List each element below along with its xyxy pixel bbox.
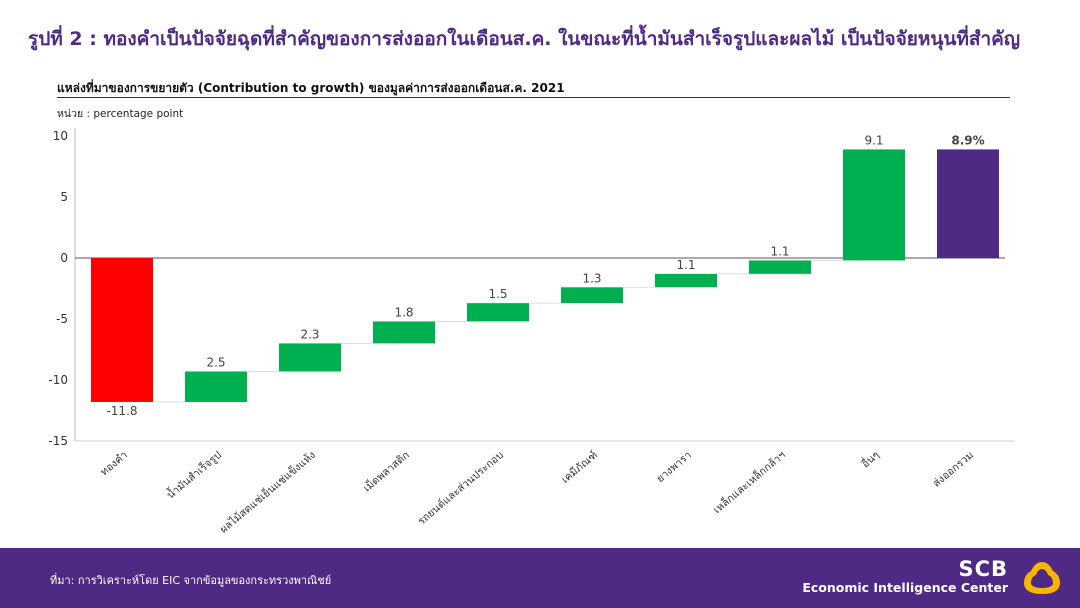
category-label: ส่งออกรวม xyxy=(931,449,976,490)
connectors xyxy=(153,259,843,403)
value-label: 1.8 xyxy=(394,305,413,319)
bar xyxy=(91,258,153,402)
category-label: เม็ดพลาสติก xyxy=(360,448,412,495)
figure-title: รูปที่ 2 : ทองคำเป็นปัจจัยฉุดที่สำคัญของ… xyxy=(28,28,1021,50)
bar xyxy=(279,343,341,372)
y-tick-label: 5 xyxy=(60,190,68,204)
value-label: 1.1 xyxy=(676,258,695,272)
category-label: เคมีภัณฑ์ xyxy=(559,448,600,486)
source-note: ที่มา: การวิเคราะห์โดย EIC จากข้อมูลของก… xyxy=(50,574,332,587)
y-tick-label: 10 xyxy=(53,129,68,143)
category-label: รถยนต์และส่วนประกอบ xyxy=(415,448,506,527)
bar xyxy=(937,149,999,258)
chart-title: แหล่งที่มาของการขยายตัว (Contribution to… xyxy=(57,81,565,95)
category-label: อื่นๆ xyxy=(858,448,882,471)
bars xyxy=(91,149,999,402)
category-label: เหล็กและเหล็กกล้าฯ xyxy=(710,448,788,517)
category-label: น้ำมันสำเร็จรูป xyxy=(163,447,224,501)
category-label: ทองคำ xyxy=(98,449,130,478)
value-label: 2.3 xyxy=(300,327,319,341)
category-label: ผลไม้สดแช่เย็นแช่แข็งแห้ง xyxy=(217,448,318,536)
title-rule xyxy=(57,97,1010,98)
scb-logo-icon xyxy=(1024,562,1060,594)
bar xyxy=(561,287,623,304)
value-labels: -11.8 2.5 2.3 1.8 1.5 1.3 1.1 1.1 9.1 8.9% xyxy=(106,133,984,418)
waterfall-chart: 10 5 0 -5 -10 -15 -11.8 2.5 2.3 1.8 1.5 1.3 1.1 1.1 9… xyxy=(48,128,1015,536)
y-tick-label: 0 xyxy=(60,251,68,265)
category-labels: ทองคำ น้ำมันสำเร็จรูปผลไม้สดแช่เย็นแช่แข็… xyxy=(98,447,976,535)
y-tick-label: -10 xyxy=(48,373,68,387)
brand-name: SCB xyxy=(958,557,1008,581)
value-label: 1.5 xyxy=(488,287,507,301)
bar xyxy=(185,371,247,402)
brand-sub: Economic Intelligence Center xyxy=(802,580,1008,595)
brand: SCB Economic Intelligence Center xyxy=(802,558,1008,595)
value-label: 2.5 xyxy=(206,355,225,369)
value-label: 1.1 xyxy=(770,244,789,258)
bar xyxy=(373,321,435,344)
footer-bar: ที่มา: การวิเคราะห์โดย EIC จากข้อมูลของก… xyxy=(0,548,1080,608)
value-label: 8.9% xyxy=(951,133,984,147)
value-label: 9.1 xyxy=(864,133,883,147)
value-label: 1.3 xyxy=(582,271,601,285)
category-label: ยางพารา xyxy=(654,449,694,485)
bar xyxy=(655,273,717,288)
unit-label: หน่วย : percentage point xyxy=(57,108,184,120)
bar xyxy=(843,149,905,261)
bar xyxy=(749,260,811,274)
bar xyxy=(467,303,529,322)
y-tick-label: -5 xyxy=(56,312,68,326)
value-label: -11.8 xyxy=(106,404,137,418)
y-tick-label: -15 xyxy=(48,434,68,448)
